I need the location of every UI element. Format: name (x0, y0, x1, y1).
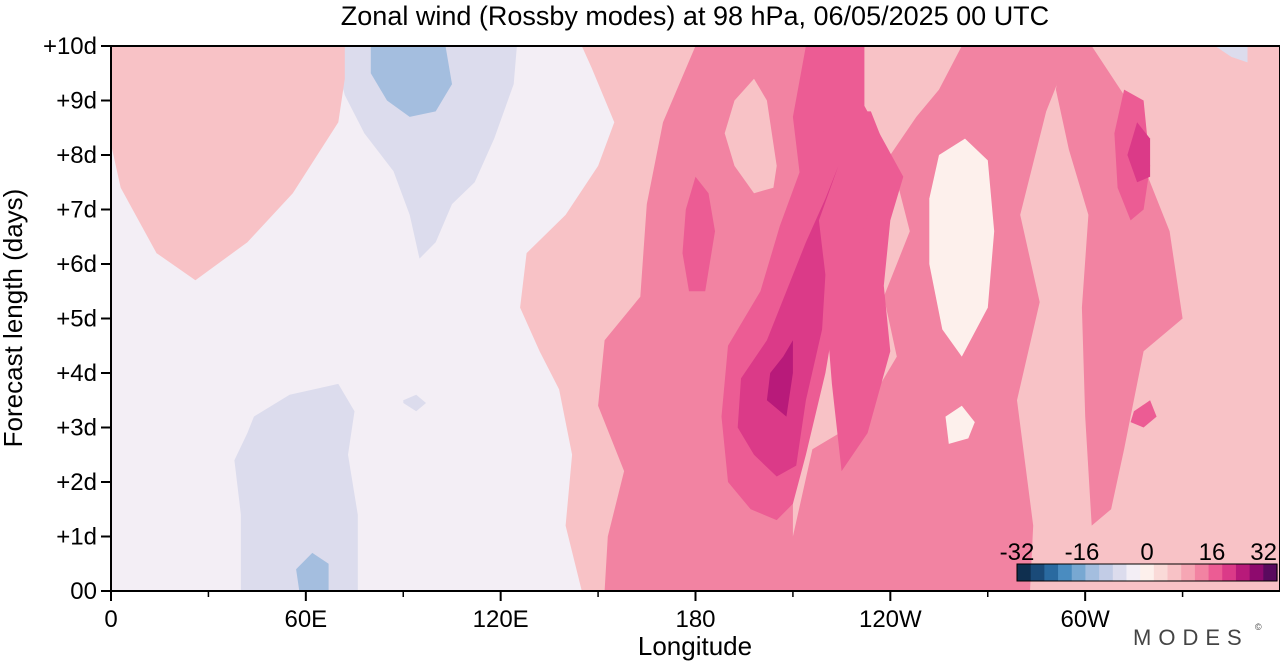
chart-title: Zonal wind (Rossby modes) at 98 hPa, 06/… (341, 1, 1049, 31)
contour-fill-0 (234, 383, 358, 591)
y-tick-label-5: +5d (56, 306, 97, 333)
y-tick-label-1: +1d (56, 524, 97, 551)
colorbar-swatch-8 (1126, 564, 1141, 581)
contour-fill-1 (296, 552, 329, 591)
colorbar-swatch-14 (1208, 564, 1223, 581)
colorbar-swatch-2 (1044, 564, 1059, 581)
colorbar-swatch-15 (1222, 564, 1237, 581)
colorbar-label-1: -16 (1065, 539, 1100, 566)
contour-fill-15 (766, 340, 793, 417)
x-tick-label-2: 120E (473, 606, 529, 633)
colorbar-swatch-0 (1017, 564, 1032, 581)
y-tick-label-9: +9d (56, 88, 97, 115)
plot-area (111, 46, 1280, 591)
colorbar-swatch-6 (1099, 564, 1114, 581)
y-tick-label-0: 00 (70, 578, 97, 605)
modes-logo-mark: © (1255, 622, 1262, 632)
contour-fill-2 (403, 394, 426, 412)
colorbar (1016, 563, 1278, 582)
colorbar-swatch-5 (1085, 564, 1100, 581)
colorbar-swatch-16 (1235, 564, 1251, 581)
y-tick-label-6: +6d (56, 251, 97, 278)
colorbar-swatch-10 (1153, 564, 1169, 581)
colorbar-swatch-17 (1249, 564, 1264, 581)
colorbar-swatch-18 (1263, 564, 1278, 581)
contour-fill-17 (724, 78, 777, 194)
contour-fill-18 (929, 138, 995, 357)
y-tick-label-3: +3d (56, 415, 97, 442)
x-axis-label: Longitude (638, 631, 752, 661)
y-tick-labels: 00 +1d +2d +3d +4d +5d +6d +7d +8d +9d +10d (43, 33, 97, 605)
colorbar-swatch-13 (1194, 564, 1210, 581)
modes-logo: MODES (1133, 625, 1249, 650)
colorbar-label-3: 16 (1199, 539, 1226, 566)
y-tick-label-4: +4d (56, 360, 97, 387)
colorbar-label-0: -32 (1000, 539, 1035, 566)
colorbar-swatch-1 (1030, 564, 1045, 581)
contour-fill-14 (737, 165, 839, 477)
contour-fill-4 (370, 46, 452, 117)
contour-fills (111, 46, 1280, 591)
colorbar-label-4: 32 (1250, 539, 1277, 566)
colorbar-frame (1016, 563, 1278, 582)
x-tick-label-0: 0 (104, 606, 117, 633)
contour-fill-13 (682, 176, 715, 292)
contour-fill-8 (1055, 46, 1183, 526)
contour-fill-5 (111, 46, 345, 281)
axis-ticks (101, 45, 1184, 601)
y-tick-label-10: +10d (43, 33, 97, 60)
colorbar-swatch-7 (1112, 564, 1128, 581)
y-axis-label: Forecast length (days) (0, 189, 28, 448)
y-tick-label-8: +8d (56, 142, 97, 169)
colorbar-swatch-3 (1058, 564, 1073, 581)
y-tick-label-2: +2d (56, 469, 97, 496)
colorbar-swatch-4 (1071, 564, 1087, 581)
x-tick-label-5: 60W (1060, 606, 1110, 633)
contour-fill-19 (945, 405, 975, 444)
colorbar-swatch-11 (1167, 564, 1182, 581)
contour-fill-16 (1127, 122, 1151, 183)
x-tick-labels: 0 60E 120E 180 120W 60W (104, 606, 1110, 633)
x-tick-label-3: 180 (675, 606, 715, 633)
x-tick-label-4: 120W (859, 606, 922, 633)
colorbar-swatch-9 (1140, 564, 1155, 581)
colorbar-label-2: 0 (1140, 539, 1153, 566)
contour-fill-12 (1130, 400, 1157, 428)
y-tick-label-7: +7d (56, 197, 97, 224)
colorbar-labels: -32 -16 0 16 32 (1000, 539, 1277, 566)
contour-fill-20 (1215, 46, 1248, 63)
x-tick-label-1: 60E (284, 606, 327, 633)
contour-fill-3 (331, 46, 517, 259)
colorbar-swatch-12 (1181, 564, 1196, 581)
